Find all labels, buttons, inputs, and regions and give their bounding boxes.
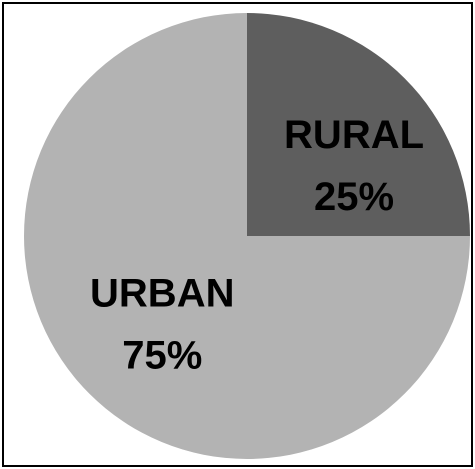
slice-percent-urban: 75% bbox=[122, 333, 202, 377]
slice-percent-rural: 25% bbox=[314, 175, 394, 219]
pie-slice-urban bbox=[24, 13, 470, 459]
slice-label-rural: RURAL bbox=[284, 113, 424, 157]
slice-label-urban: URBAN bbox=[90, 271, 234, 315]
pie-labels: RURAL 25% URBAN 75% bbox=[90, 113, 424, 377]
pie-slices bbox=[24, 13, 470, 459]
pie-slice-rural bbox=[247, 13, 470, 236]
